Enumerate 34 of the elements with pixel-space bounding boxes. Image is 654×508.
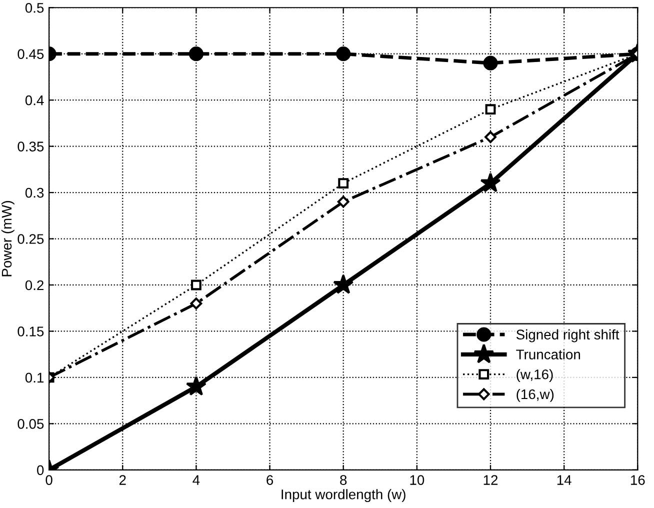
point — [485, 104, 496, 115]
x-tick-label: 0 — [46, 475, 52, 485]
legend-label: Truncation — [516, 349, 580, 360]
x-tick-label: 16 — [630, 475, 645, 485]
x-tick-label: 10 — [410, 475, 424, 485]
x-tick-label: 14 — [557, 475, 572, 485]
y-tick-label: 0.05 — [18, 419, 44, 429]
point — [484, 131, 496, 144]
y-axis-title: Power (mW) — [1, 201, 14, 276]
y-tick-label: 0 — [37, 465, 44, 476]
y-tick-label: 0.25 — [18, 234, 44, 244]
y-tick-label: 0.35 — [18, 142, 44, 152]
x-tick-label: 8 — [340, 475, 347, 485]
y-tick-label: 0.3 — [25, 188, 44, 198]
y-tick-label: 0.15 — [18, 326, 44, 336]
x-tick-label: 12 — [484, 475, 498, 485]
point — [336, 46, 351, 62]
x-tick-label: 6 — [266, 475, 274, 485]
y-tick-label: 0.4 — [25, 95, 44, 106]
legend-label: Signed right shift — [516, 329, 620, 342]
legend-label: (16,w) — [516, 388, 554, 402]
point — [480, 172, 501, 192]
x-axis-title: Input wordlength (w) — [282, 489, 406, 502]
point — [483, 56, 498, 70]
point — [337, 196, 350, 208]
x-tick-label: 4 — [192, 475, 200, 485]
legend-label: (w,16) — [516, 369, 553, 382]
y-tick-label: 0.5 — [25, 2, 44, 13]
point — [333, 274, 354, 294]
x-tick-label: 2 — [119, 475, 126, 485]
point — [338, 178, 349, 188]
y-tick-label: 0.2 — [25, 280, 44, 290]
y-tick-label: 0.1 — [25, 372, 44, 383]
y-tick-label: 0.45 — [18, 49, 44, 60]
